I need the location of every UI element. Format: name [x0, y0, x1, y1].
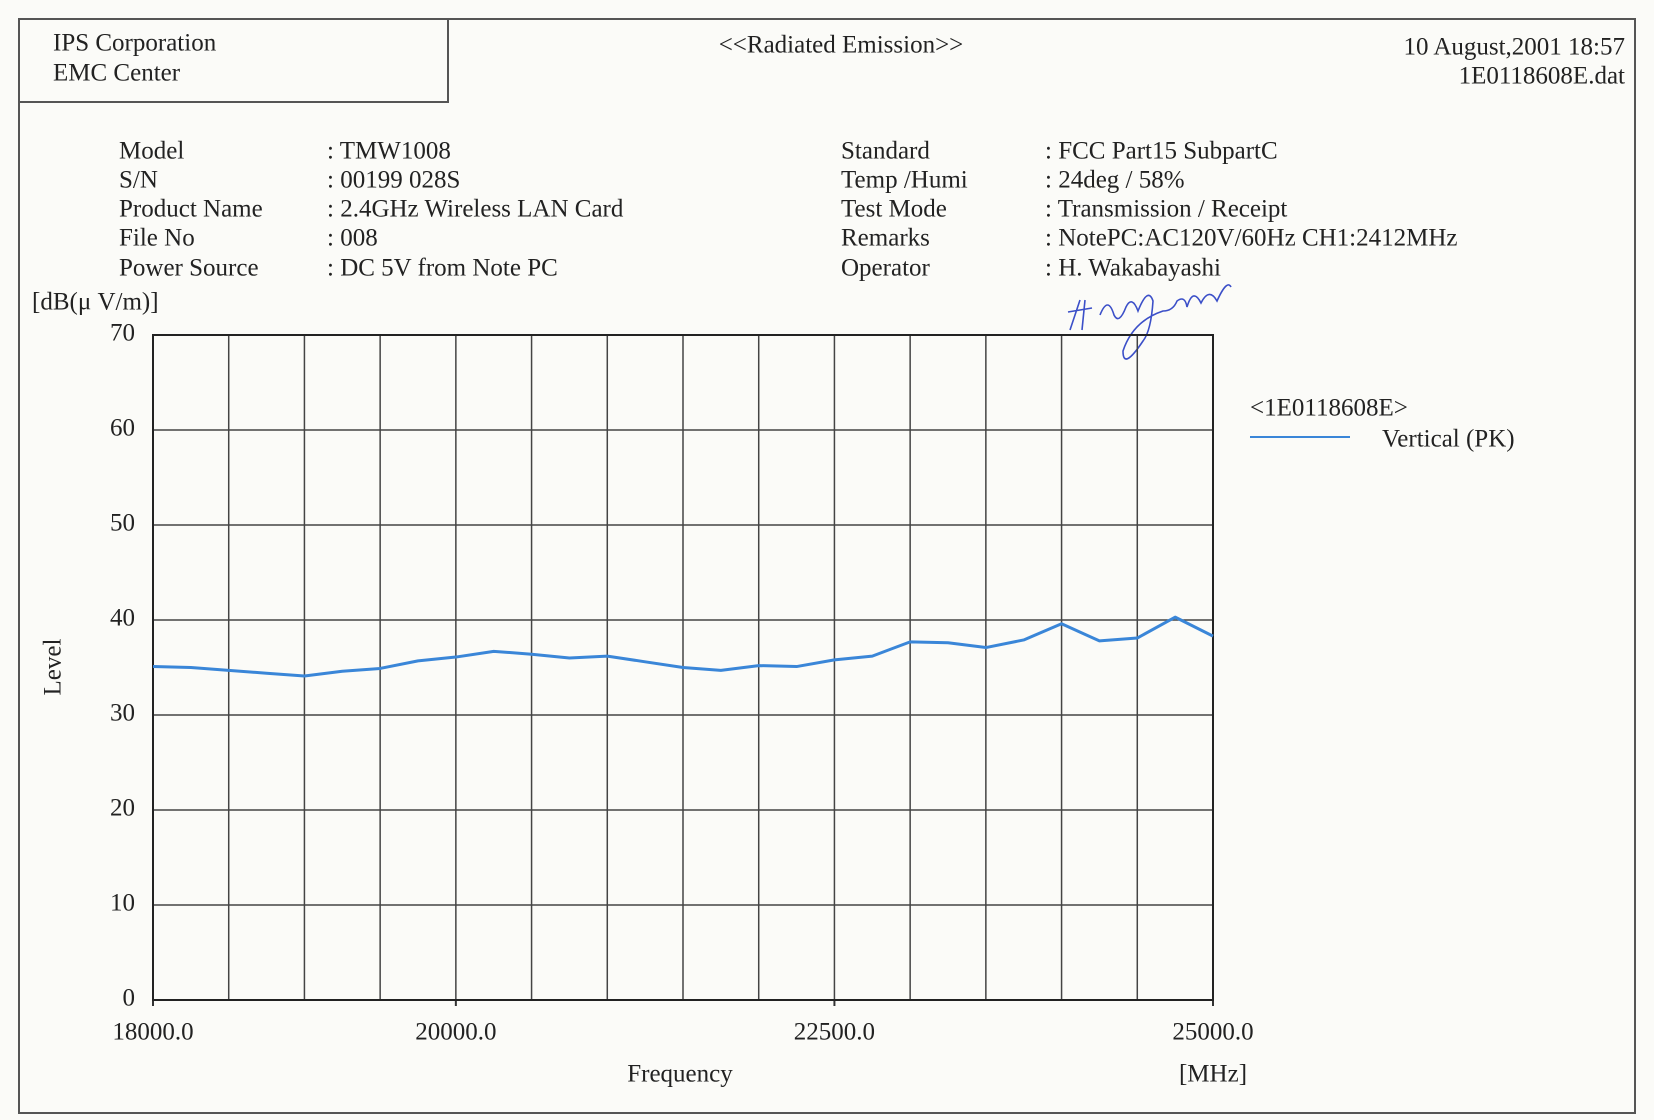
field-label: Product Name [119, 196, 263, 223]
y-tick-label: 20 [110, 795, 135, 822]
field-value: : 00199 028S [327, 167, 460, 194]
field-label: Power Source [119, 255, 259, 282]
date: 10 August,2001 18:57 [1403, 34, 1625, 61]
y-tick-label: 40 [110, 605, 135, 632]
field-value: : NotePC:AC120V/60Hz CH1:2412MHz [1045, 225, 1458, 252]
field-value: : 24deg / 58% [1045, 167, 1185, 194]
header-box [18, 18, 449, 103]
field-value: : Transmission / Receipt [1045, 196, 1287, 223]
y-axis-label: Level [40, 638, 67, 695]
x-unit: [MHz] [1179, 1061, 1247, 1088]
field-label: Remarks [841, 225, 930, 252]
x-tick-label: 18000.0 [112, 1019, 193, 1046]
page-border [18, 18, 1636, 1114]
data-line [152, 615, 1214, 678]
company: IPS Corporation [53, 30, 217, 57]
x-tick-label: 20000.0 [415, 1019, 496, 1046]
company: EMC Center [53, 60, 181, 87]
file-name: 1E0118608E.dat [1459, 63, 1625, 90]
field-label: Test Mode [841, 196, 947, 223]
field-label: Model [119, 138, 184, 165]
field-value: : 008 [327, 225, 378, 252]
legend-label: Vertical (PK) [1382, 426, 1515, 453]
field-value: : H. Wakabayashi [1045, 255, 1221, 282]
field-label: Temp /Humi [841, 167, 968, 194]
y-tick-label: 50 [110, 510, 135, 537]
x-tick-label: 22500.0 [794, 1019, 875, 1046]
signature [1067, 284, 1232, 360]
field-value: : 2.4GHz Wireless LAN Card [327, 196, 624, 223]
field-label: File No [119, 225, 195, 252]
field-value: : DC 5V from Note PC [327, 255, 558, 282]
field-label: Operator [841, 255, 931, 282]
y-tick-label: 30 [110, 700, 135, 727]
field-value: : FCC Part15 SubpartC [1045, 138, 1278, 165]
field-value: : TMW1008 [327, 138, 451, 165]
field-label: Standard [841, 138, 930, 165]
y-unit: [dB(μ V/m)] [32, 289, 159, 316]
y-tick-label: 60 [110, 415, 135, 442]
report-title: <<Radiated Emission>> [719, 32, 964, 59]
field-label: S/N [119, 167, 158, 194]
legend-title: <1E0118608E> [1250, 395, 1408, 422]
y-tick-label: 10 [110, 890, 135, 917]
y-tick-label: 70 [110, 320, 135, 347]
x-axis-label: Frequency [627, 1061, 733, 1088]
x-tick-label: 25000.0 [1172, 1019, 1253, 1046]
y-tick-label: 0 [123, 985, 136, 1012]
